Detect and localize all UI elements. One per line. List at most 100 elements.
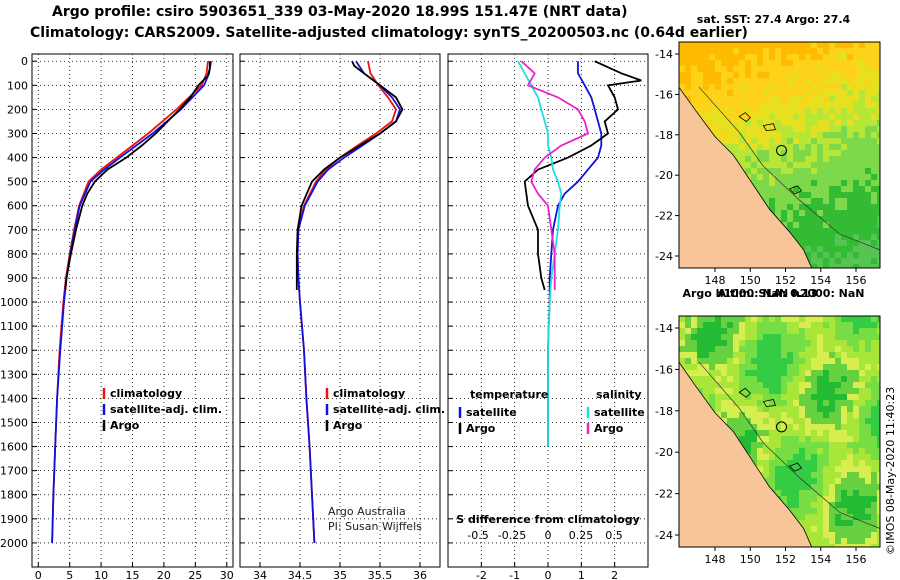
- map-cell: [775, 132, 781, 138]
- map-cell: [757, 144, 763, 150]
- map-cell: [817, 316, 823, 322]
- map-cell: [751, 78, 757, 84]
- map-cell: [871, 394, 877, 400]
- map-cell: [877, 126, 880, 132]
- map-cell: [847, 186, 853, 192]
- map-cell: [829, 532, 835, 538]
- map-cell: [787, 126, 793, 132]
- map-cell: [871, 346, 877, 352]
- map-cell: [799, 316, 805, 322]
- map-cell: [841, 186, 847, 192]
- map-cell: [715, 42, 721, 48]
- map-content: [679, 316, 880, 547]
- map-cell: [823, 376, 829, 382]
- map-cell: [853, 466, 859, 472]
- map-cell: [679, 54, 685, 60]
- map-cell: [853, 264, 859, 268]
- map-cell: [715, 328, 721, 334]
- map-cell: [679, 340, 685, 346]
- map-cell: [733, 412, 739, 418]
- map-cell: [835, 532, 841, 538]
- map-cell: [727, 48, 733, 54]
- map-cell: [787, 210, 793, 216]
- map-cell: [745, 108, 751, 114]
- map-cell: [823, 490, 829, 496]
- map-cell: [685, 334, 691, 340]
- map-cell: [799, 102, 805, 108]
- map-cell: [763, 180, 769, 186]
- map-cell: [793, 114, 799, 120]
- map-cell: [859, 102, 865, 108]
- map-cell: [841, 252, 847, 258]
- map-cell: [727, 340, 733, 346]
- map-cell: [847, 108, 853, 114]
- map-cell: [835, 144, 841, 150]
- legend-label: Argo: [110, 419, 140, 432]
- map-cell: [763, 132, 769, 138]
- legend-label: climatology: [110, 387, 182, 400]
- map-cell: [811, 526, 817, 532]
- map-cell: [859, 382, 865, 388]
- map-cell: [817, 418, 823, 424]
- map-cell: [835, 60, 841, 66]
- x-tick-label: 2: [611, 569, 618, 580]
- map-cell: [877, 496, 880, 502]
- map-cell: [769, 454, 775, 460]
- map-cell: [715, 54, 721, 60]
- map-cell: [799, 114, 805, 120]
- map-cell: [793, 168, 799, 174]
- map-cell: [757, 466, 763, 472]
- map-cell: [853, 138, 859, 144]
- map-cell: [829, 48, 835, 54]
- map-cell: [787, 322, 793, 328]
- map-cell: [727, 144, 733, 150]
- map-cell: [781, 150, 787, 156]
- map-cell: [829, 418, 835, 424]
- map-cell: [853, 258, 859, 264]
- map-cell: [781, 358, 787, 364]
- map-cell: [829, 358, 835, 364]
- map-cell: [781, 448, 787, 454]
- map-cell: [739, 84, 745, 90]
- map-cell: [877, 102, 880, 108]
- map-cell: [721, 102, 727, 108]
- legend-label: Argo: [594, 422, 624, 435]
- map-cell: [841, 246, 847, 252]
- map-cell: [817, 54, 823, 60]
- map-cell: [751, 48, 757, 54]
- map-cell: [853, 120, 859, 126]
- map-cell: [739, 126, 745, 132]
- map-cell: [817, 520, 823, 526]
- map-cell: [865, 216, 871, 222]
- map-cell: [781, 340, 787, 346]
- map-cell: [793, 352, 799, 358]
- map-cell: [841, 496, 847, 502]
- map-cell: [763, 78, 769, 84]
- map-cell: [829, 66, 835, 72]
- map-cell: [781, 84, 787, 90]
- map-cell: [817, 472, 823, 478]
- map-cell: [829, 144, 835, 150]
- map-cell: [871, 460, 877, 466]
- map-cell: [853, 186, 859, 192]
- map-cell: [829, 442, 835, 448]
- map-cell: [829, 126, 835, 132]
- map-cell: [841, 466, 847, 472]
- map-cell: [835, 234, 841, 240]
- map-cell: [793, 376, 799, 382]
- map-cell: [775, 328, 781, 334]
- map-cell: [865, 264, 871, 268]
- map-cell: [709, 358, 715, 364]
- map-cell: [775, 400, 781, 406]
- map-cell: [847, 84, 853, 90]
- map-cell: [793, 72, 799, 78]
- map-cell: [841, 138, 847, 144]
- map-cell: [817, 388, 823, 394]
- map-cell: [691, 358, 697, 364]
- map-cell: [847, 96, 853, 102]
- map-cell: [859, 322, 865, 328]
- map-cell: [829, 340, 835, 346]
- map-cell: [787, 198, 793, 204]
- map-cell: [805, 216, 811, 222]
- map-cell: [859, 126, 865, 132]
